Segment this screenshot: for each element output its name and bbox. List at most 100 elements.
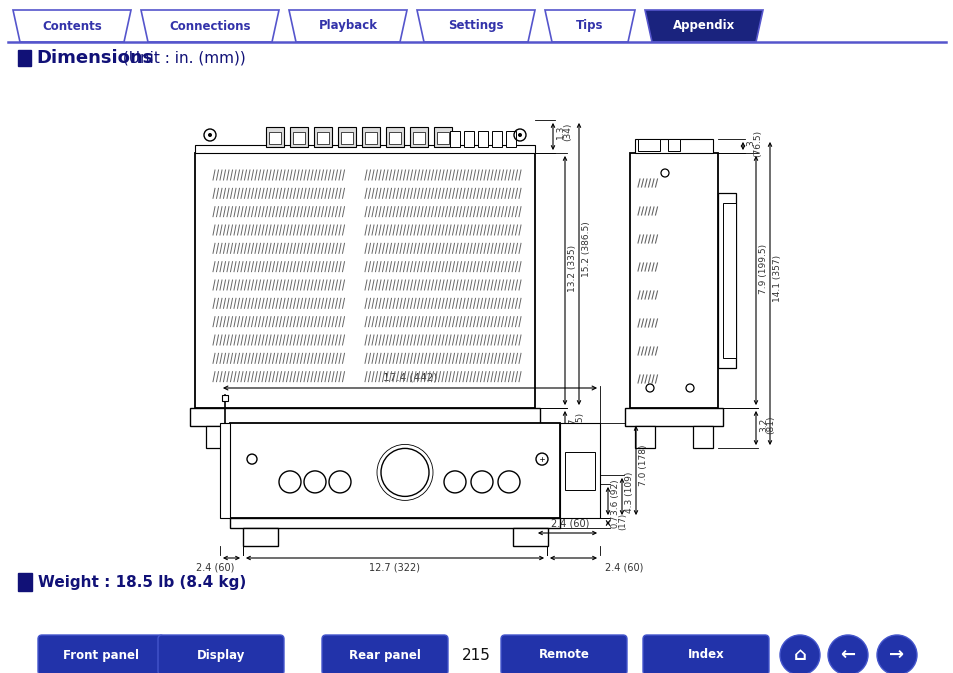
Bar [505,131,516,147]
Bar [434,127,452,147]
Text: 7.9 (199.5): 7.9 (199.5) [759,244,767,293]
Text: Appendix: Appendix [672,20,735,32]
Bar [220,423,230,518]
Text: 4.3 (109): 4.3 (109) [624,472,634,513]
Bar [436,132,449,144]
Text: (81): (81) [765,416,774,434]
Bar [477,131,488,147]
Bar [559,423,599,518]
Bar [18,573,32,591]
FancyBboxPatch shape [642,635,768,673]
Bar [361,127,379,147]
Bar [667,139,679,151]
Bar [230,518,559,528]
Bar [450,131,459,147]
Bar [410,127,428,147]
Bar [206,426,233,448]
Text: Front panel: Front panel [63,649,139,662]
Bar [266,426,294,448]
Text: 1.3: 1.3 [556,125,564,139]
Polygon shape [13,10,131,42]
Text: 3: 3 [745,140,754,146]
Bar [564,452,595,489]
Polygon shape [644,10,762,42]
FancyBboxPatch shape [322,635,448,673]
Bar [722,203,735,358]
Bar [331,426,358,448]
Text: (76.5): (76.5) [752,129,761,157]
Text: Contents: Contents [42,20,102,32]
Circle shape [517,133,521,137]
Text: 3.6 (92): 3.6 (92) [610,479,619,515]
Bar [190,408,539,426]
Text: Weight : 18.5 lb (8.4 kg): Weight : 18.5 lb (8.4 kg) [38,575,246,590]
Text: Playback: Playback [318,20,377,32]
Text: (34): (34) [562,122,572,141]
Text: (17): (17) [618,512,626,530]
Bar [18,50,30,66]
Text: 14.1 (357): 14.1 (357) [772,255,781,302]
Bar [290,127,308,147]
Bar [293,132,305,144]
Text: Connections: Connections [169,20,251,32]
Bar [476,426,503,448]
Bar [314,127,332,147]
Bar [243,528,277,546]
Bar [386,127,403,147]
Polygon shape [416,10,535,42]
Text: 13.2 (335): 13.2 (335) [567,245,577,292]
Text: (Unit : in. (mm)): (Unit : in. (mm)) [118,50,246,65]
Text: Rear panel: Rear panel [349,649,420,662]
FancyBboxPatch shape [38,635,164,673]
Bar [400,426,429,448]
Text: (17.5): (17.5) [575,411,583,439]
Polygon shape [141,10,278,42]
Text: →: → [888,646,903,664]
Bar [337,127,355,147]
Bar [692,426,712,448]
Text: 0.7: 0.7 [567,418,577,432]
Bar [638,139,659,151]
Text: Index: Index [687,649,723,662]
Bar [194,153,535,408]
Text: 3.2: 3.2 [759,418,767,432]
Bar [413,132,424,144]
Text: 2.4 (60): 2.4 (60) [195,563,233,573]
Bar [492,131,501,147]
Bar [266,127,284,147]
FancyBboxPatch shape [500,635,626,673]
Circle shape [780,635,820,673]
Text: Tips: Tips [576,20,603,32]
Bar [230,423,559,518]
Bar [340,132,353,144]
Bar [463,131,474,147]
Bar [629,153,718,408]
Text: 17.4 (442): 17.4 (442) [382,373,436,383]
Text: 7.0 (178): 7.0 (178) [639,445,647,487]
Text: ⌂: ⌂ [793,646,805,664]
Bar [316,132,329,144]
Bar [624,408,722,426]
Text: Dimensions: Dimensions [36,49,153,67]
Text: Settings: Settings [448,20,503,32]
Circle shape [827,635,867,673]
Bar [269,132,281,144]
Text: 12.7 (322): 12.7 (322) [369,563,420,573]
Bar [222,395,228,401]
Bar [389,132,400,144]
Bar [635,426,655,448]
Bar [194,145,535,153]
Text: ←: ← [840,646,855,664]
Polygon shape [544,10,635,42]
Bar [718,193,735,368]
Text: 0.7: 0.7 [610,514,619,528]
Text: 2.4 (60): 2.4 (60) [604,563,642,573]
Bar [365,132,376,144]
Text: 215: 215 [461,647,490,662]
Circle shape [208,133,212,137]
FancyBboxPatch shape [158,635,284,673]
Text: Remote: Remote [538,649,589,662]
Circle shape [876,635,916,673]
Text: 2.4 (60): 2.4 (60) [550,519,589,529]
Text: Display: Display [196,649,245,662]
